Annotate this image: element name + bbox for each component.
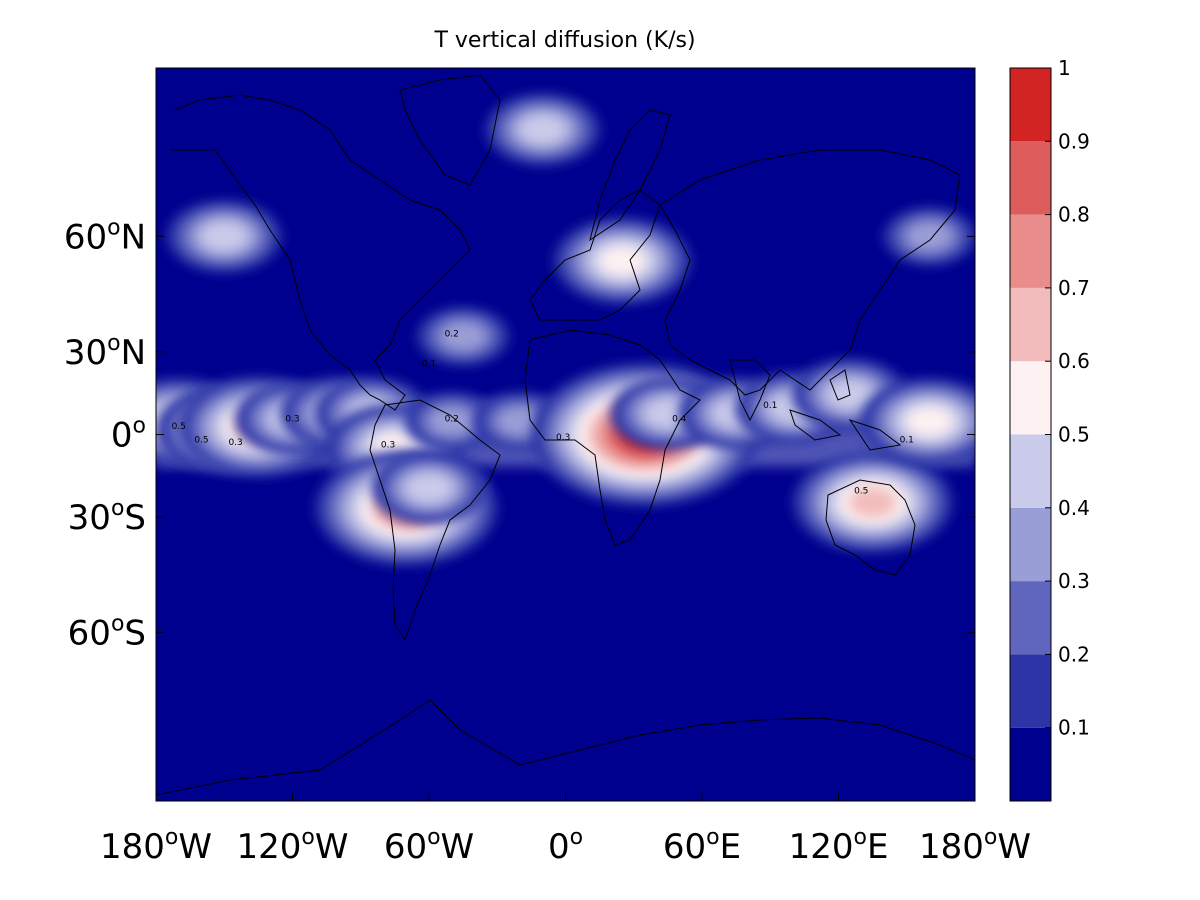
colorbar-tick-label-0: 0.1: [1058, 716, 1090, 740]
value-region-22-level-4: [518, 114, 567, 145]
coastline-north-america: [170, 94, 471, 411]
colorbar-tick-label-5: 0.6: [1058, 349, 1090, 373]
coastlines: [156, 74, 975, 796]
contour-label-11: 0.1: [763, 401, 777, 411]
colorbar-tick-label-7: 0.8: [1058, 203, 1090, 227]
contour-label-0: 0.5: [172, 422, 186, 432]
colorbar-segment-4: [1010, 434, 1051, 508]
chart-title: T vertical diffusion (K/s): [433, 28, 695, 53]
y-tick-label-2: 0o: [111, 414, 146, 456]
colorbar: 0.1 0.2 0.3 0.4 0.5 0.6 0.7 0.8 0.9 1: [1009, 56, 1090, 802]
value-region-23-level-3: [905, 221, 954, 252]
x-tick-label-1: 120oW: [237, 825, 349, 867]
x-axis: 180oW 120oW 60oW 0o 60oE 120oE 180oW: [100, 793, 1031, 867]
x-tick-label-0: 180oW: [100, 825, 212, 867]
map-plot-area: 0.5 0.5 0.3 0.3 0.2 0.1 0.3 0.2 0.3 0.4 0.5 0.1 0.1: [155, 67, 976, 802]
coastline-south-america: [369, 399, 501, 642]
x-tick-label-2: 60oW: [384, 825, 474, 867]
colorbar-segment-9: [1010, 68, 1051, 142]
colorbar-tick-label-1: 0.2: [1058, 642, 1090, 666]
value-region-18-level-6: [848, 487, 897, 518]
coastline-india: [729, 359, 771, 422]
coastline-scandinavia: [589, 109, 671, 242]
contour-label-1: 0.5: [194, 435, 208, 445]
y-axis: 60oN 30oN 0o 30oS 60oS: [64, 215, 975, 654]
contour-label-5: 0.1: [422, 360, 436, 370]
colorbar-segments: [1010, 68, 1051, 801]
contour-label-9: 0.4: [672, 414, 687, 424]
colorbar-segment-6: [1010, 287, 1051, 362]
coastline-europe: [529, 189, 661, 321]
contour-label-7: 0.2: [445, 414, 459, 424]
colorbar-tick-label-4: 0.5: [1058, 423, 1090, 447]
colorbar-tick-label-6: 0.7: [1058, 276, 1090, 300]
colorbar-tick-label-9: 1: [1058, 56, 1071, 80]
colorbar-tick-label-8: 0.9: [1058, 129, 1090, 153]
value-region-20-level-4: [200, 221, 249, 252]
x-tick-label-4: 60oE: [663, 825, 741, 867]
colorbar-tick-label-2: 0.3: [1058, 569, 1090, 593]
x-tick-label-6: 180oW: [919, 825, 1031, 867]
contour-label-2: 0.3: [228, 438, 242, 448]
contour-label-4: 0.2: [445, 329, 459, 339]
contour-label-8: 0.3: [556, 433, 570, 443]
coastline-greenland: [399, 74, 501, 186]
contour-label-12: 0.1: [900, 435, 914, 445]
colorbar-segment-7: [1010, 214, 1051, 288]
x-tick-label-5: 120oE: [789, 825, 889, 867]
colorbar-ticks: 0.1 0.2 0.3 0.4 0.5 0.6 0.7 0.8 0.9 1: [1045, 56, 1090, 740]
colorbar-segment-8: [1010, 141, 1051, 215]
value-regions: [156, 93, 975, 566]
colorbar-segment-3: [1010, 507, 1051, 582]
y-tick-label-4: 60oS: [68, 612, 146, 654]
contour-label-10: 0.5: [854, 487, 868, 497]
colorbar-tick-label-3: 0.4: [1058, 496, 1090, 520]
value-region-9-level-3: [427, 406, 476, 437]
value-region-13-level-5: [598, 245, 647, 276]
colorbar-segment-0: [1010, 727, 1051, 801]
value-region-19-level-5: [905, 406, 954, 437]
y-tick-label-1: 30oN: [64, 331, 146, 373]
coastline-indonesia: [789, 369, 902, 451]
colorbar-segment-2: [1010, 581, 1051, 655]
value-region-8-level-4: [405, 473, 453, 504]
contour-label-3: 0.3: [285, 414, 299, 424]
y-tick-label-0: 60oN: [64, 215, 146, 257]
y-tick-label-3: 30oS: [68, 496, 146, 538]
value-region-21-level-3: [439, 321, 488, 352]
coastline-africa: [524, 329, 701, 546]
coastline-australia: [825, 479, 916, 576]
contour-label-6: 0.3: [381, 441, 395, 451]
contour-labels: 0.5 0.5 0.3 0.3 0.2 0.1 0.3 0.2 0.3 0.4 0.5 0.1 0.1: [172, 329, 914, 496]
coastline-antarctica: [156, 699, 975, 796]
colorbar-segment-1: [1010, 654, 1051, 728]
colorbar-segment-5: [1010, 361, 1051, 435]
x-tick-label-3: 0o: [548, 825, 583, 867]
coastline-asia: [659, 149, 961, 396]
